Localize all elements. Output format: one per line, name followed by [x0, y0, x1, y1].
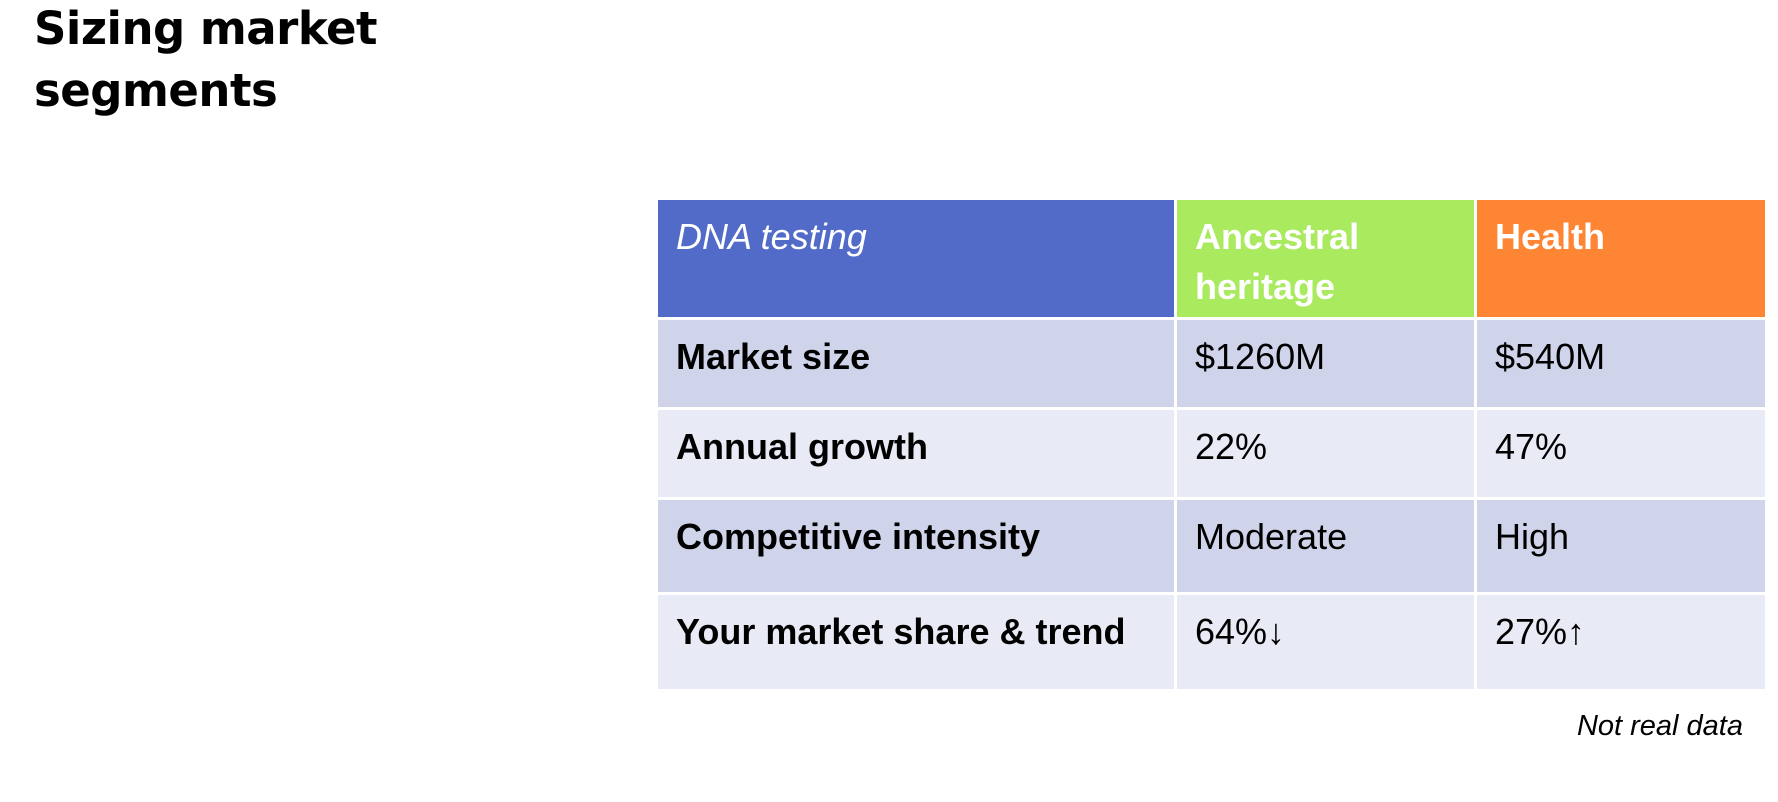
table-row: Market size $1260M $540M	[658, 320, 1765, 407]
table-row: Competitive intensity Moderate High	[658, 500, 1765, 592]
cell-competitive-intensity-health: High	[1477, 500, 1765, 592]
cell-market-share-ancestral: 64%↓	[1177, 595, 1474, 689]
header-dna-testing: DNA testing	[658, 200, 1174, 317]
cell-annual-growth-health: 47%	[1477, 410, 1765, 497]
row-label-market-share-trend: Your market share & trend	[658, 595, 1174, 689]
row-label-annual-growth: Annual growth	[658, 410, 1174, 497]
cell-market-size-health: $540M	[1477, 320, 1765, 407]
table-row: Annual growth 22% 47%	[658, 410, 1765, 497]
header-ancestral-heritage: Ancestral heritage	[1177, 200, 1474, 317]
page-title: Sizing market segments	[34, 2, 378, 117]
table-header-row: DNA testing Ancestral heritage Health	[658, 200, 1765, 317]
market-segments-table: DNA testing Ancestral heritage Health Ma…	[655, 197, 1768, 692]
cell-market-size-ancestral: $1260M	[1177, 320, 1474, 407]
table-row: Your market share & trend 64%↓ 27%↑	[658, 595, 1765, 689]
header-health: Health	[1477, 200, 1765, 317]
row-label-competitive-intensity: Competitive intensity	[658, 500, 1174, 592]
cell-annual-growth-ancestral: 22%	[1177, 410, 1474, 497]
cell-competitive-intensity-ancestral: Moderate	[1177, 500, 1474, 592]
footnote: Not real data	[1576, 710, 1743, 742]
row-label-market-size: Market size	[658, 320, 1174, 407]
cell-market-share-health: 27%↑	[1477, 595, 1765, 689]
